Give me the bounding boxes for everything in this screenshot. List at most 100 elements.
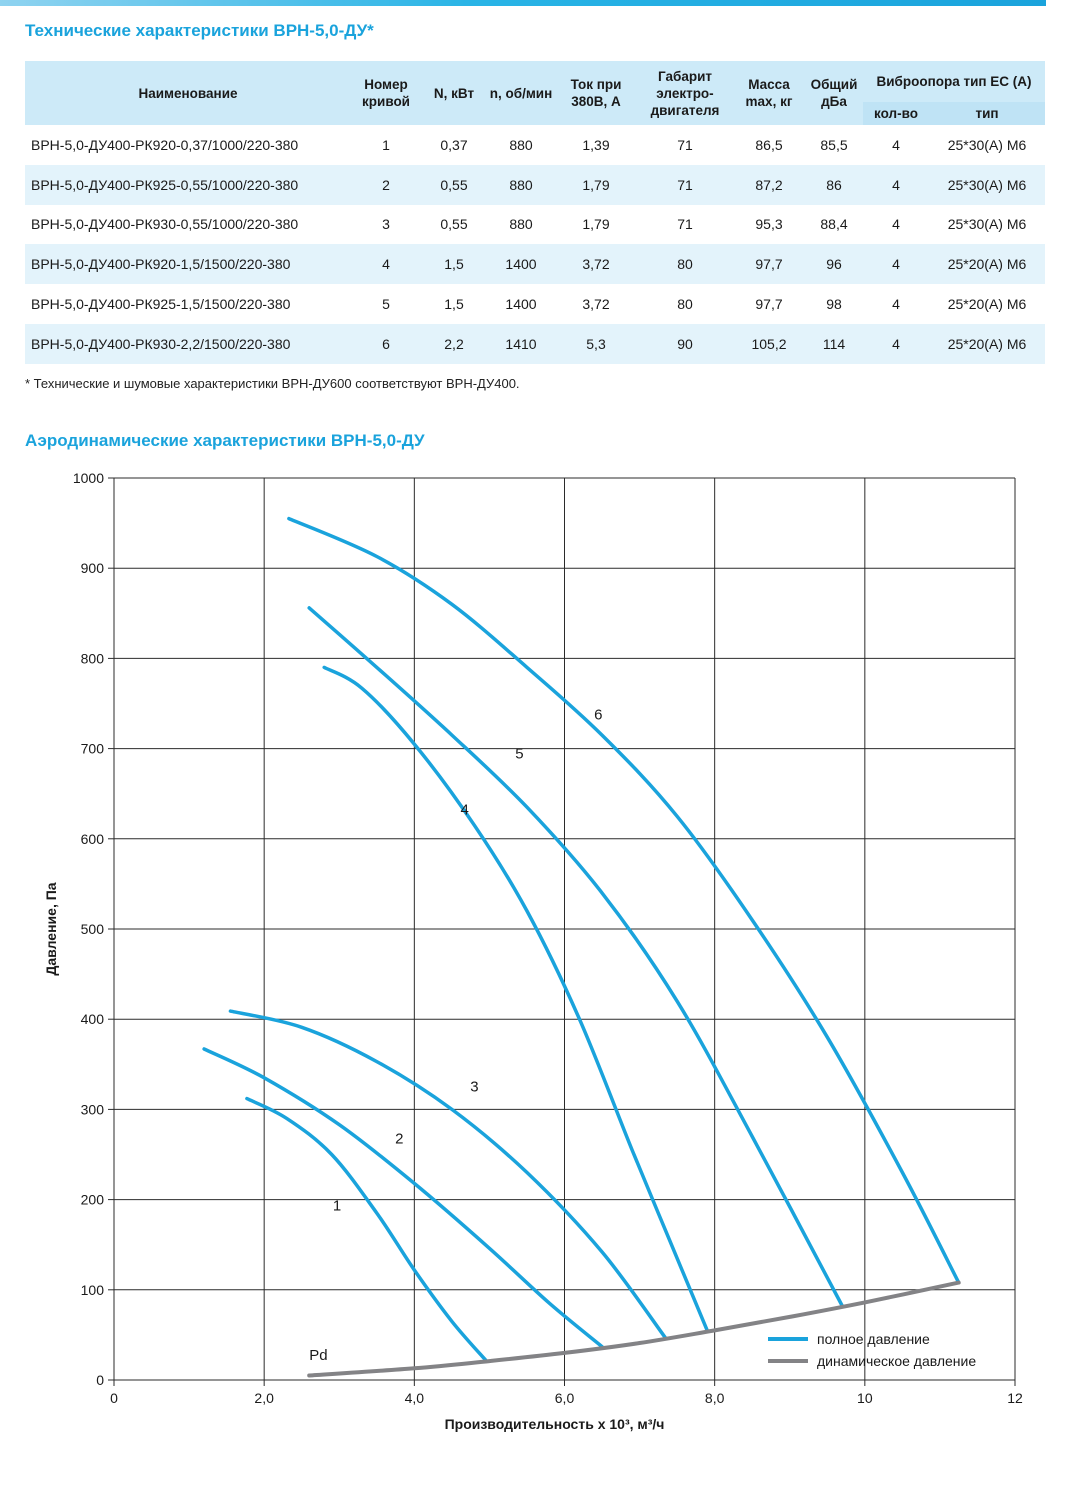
table-row: ВРН-5,0-ДУ400-РК925-0,55/1000/220-380 2 0,… xyxy=(25,164,1045,205)
y-tick-label: 0 xyxy=(96,1372,104,1388)
cell-power: 2,2 xyxy=(421,323,487,364)
y-tick-label: 600 xyxy=(81,831,105,847)
legend-label-dynamic: динамическое давление xyxy=(817,1353,976,1369)
cell-curve: 5 xyxy=(382,296,390,313)
series-label-5: 5 xyxy=(515,746,523,763)
table-row: ВРН-5,0-ДУ400-РК925-1,5/1500/220-380 5 1,5… xyxy=(25,284,1045,324)
x-tick-label: 0 xyxy=(110,1390,118,1406)
legend-label-full: полное давление xyxy=(817,1331,930,1347)
cell-current: 1,79 xyxy=(582,216,610,233)
cell-power: 0,55 xyxy=(440,216,468,233)
cell-name: ВРН-5,0-ДУ400-РК930-2,2/1500/220-380 xyxy=(25,323,351,364)
cell-frame: 80 xyxy=(637,244,733,285)
cell-qty: 4 xyxy=(892,136,900,153)
cell-frame: 90 xyxy=(637,323,733,364)
cell-type: 25*30(А) М6 xyxy=(929,164,1045,205)
cell-frame: 71 xyxy=(637,164,733,205)
cell-qty: 4 xyxy=(863,244,929,285)
table-row: ВРН-5,0-ДУ400-РК930-2,2/1500/220-380 6 2,2… xyxy=(25,323,1045,364)
header-curve: Номер кривой xyxy=(351,61,421,125)
cell-noise: 88,4 xyxy=(820,216,848,233)
series-label-1: 1 xyxy=(333,1197,341,1214)
header-frame: Габарит электро-двигателя xyxy=(637,61,733,125)
specs-table: Наименование Номер кривой N, кВт n, об/м… xyxy=(25,61,1045,364)
y-tick-label: 500 xyxy=(81,921,105,937)
x-tick-label: 10 xyxy=(857,1390,873,1406)
cell-power: 1,5 xyxy=(421,244,487,285)
cell-noise: 85,5 xyxy=(820,136,848,153)
x-tick-label: 12 xyxy=(1007,1390,1023,1406)
y-tick-label: 800 xyxy=(81,650,105,666)
y-tick-label: 700 xyxy=(81,741,105,757)
y-axis-label: Давление, Па xyxy=(43,882,59,975)
top-accent-bar xyxy=(0,0,1046,6)
cell-name: ВРН-5,0-ДУ400-РК920-0,37/1000/220-380 xyxy=(31,136,299,153)
cell-current: 5,3 xyxy=(555,323,637,364)
cell-curve: 3 xyxy=(382,216,390,233)
header-vibro-qty: кол-во xyxy=(863,102,929,125)
cell-noise: 96 xyxy=(805,244,863,285)
cell-curve: 2 xyxy=(351,164,421,205)
cell-type: 25*20(А) М6 xyxy=(929,323,1045,364)
cell-rpm: 1400 xyxy=(505,296,537,313)
cell-rpm: 880 xyxy=(509,216,533,233)
tech-specs-title: Технические характеристики ВРН-5,0-ДУ* xyxy=(25,21,374,40)
x-tick-label: 8,0 xyxy=(705,1390,725,1406)
x-axis-label: Производительность x 10³, м³/ч xyxy=(445,1416,665,1432)
cell-type: 25*20(А) М6 xyxy=(929,244,1045,285)
table-row: ВРН-5,0-ДУ400-РК920-1,5/1500/220-380 4 1,5… xyxy=(25,244,1045,285)
header-vibro: Виброопора тип ЕС (А) xyxy=(863,61,1045,102)
cell-curve: 6 xyxy=(351,323,421,364)
cell-mass: 97,7 xyxy=(755,296,783,313)
x-tick-label: 4,0 xyxy=(405,1390,425,1406)
y-tick-label: 200 xyxy=(81,1192,105,1208)
y-tick-label: 400 xyxy=(81,1011,105,1027)
cell-current: 3,72 xyxy=(582,296,610,313)
header-vibro-type: тип xyxy=(929,102,1045,125)
cell-frame: 80 xyxy=(677,296,693,313)
cell-current: 1,39 xyxy=(582,136,610,153)
cell-type: 25*20(А) М6 xyxy=(947,296,1027,313)
cell-name: ВРН-5,0-ДУ400-РК930-0,55/1000/220-380 xyxy=(31,216,299,233)
cell-qty: 4 xyxy=(892,216,900,233)
cell-rpm: 1400 xyxy=(487,244,555,285)
header-noise: Общий дБа xyxy=(805,61,863,125)
cell-qty: 4 xyxy=(863,164,929,205)
cell-name: ВРН-5,0-ДУ400-РК920-1,5/1500/220-380 xyxy=(25,244,351,285)
series-label-6: 6 xyxy=(594,707,602,724)
header-rpm: n, об/мин xyxy=(487,61,555,125)
cell-rpm: 1410 xyxy=(487,323,555,364)
cell-qty: 4 xyxy=(863,323,929,364)
cell-frame: 71 xyxy=(677,136,693,153)
y-tick-label: 300 xyxy=(81,1101,105,1117)
cell-power: 0,55 xyxy=(421,164,487,205)
series-line-1 xyxy=(245,1096,488,1362)
cell-mass: 105,2 xyxy=(733,323,805,364)
x-tick-label: 6,0 xyxy=(555,1390,575,1406)
series-line-Pd xyxy=(307,1280,961,1378)
series-line-6 xyxy=(287,516,961,1285)
cell-frame: 71 xyxy=(677,216,693,233)
cell-mass: 95,3 xyxy=(755,216,783,233)
y-tick-label: 1000 xyxy=(73,470,104,486)
cell-name: ВРН-5,0-ДУ400-РК925-1,5/1500/220-380 xyxy=(31,296,291,313)
series-label-4: 4 xyxy=(460,801,468,818)
cell-current: 1,79 xyxy=(555,164,637,205)
header-name: Наименование xyxy=(25,61,351,125)
series-label-Pd: Pd xyxy=(309,1347,327,1364)
cell-name: ВРН-5,0-ДУ400-РК925-0,55/1000/220-380 xyxy=(25,164,351,205)
cell-noise: 114 xyxy=(805,323,863,364)
aero-title: Аэродинамические характеристики ВРН-5,0-… xyxy=(25,431,425,450)
cell-noise: 86 xyxy=(805,164,863,205)
series-label-2: 2 xyxy=(395,1131,403,1148)
cell-curve: 1 xyxy=(382,136,390,153)
cell-rpm: 880 xyxy=(487,164,555,205)
x-tick-label: 2,0 xyxy=(254,1390,274,1406)
series-line-2 xyxy=(202,1047,604,1349)
cell-current: 3,72 xyxy=(555,244,637,285)
cell-power: 1,5 xyxy=(444,296,464,313)
series-line-4 xyxy=(322,665,709,1333)
cell-rpm: 880 xyxy=(509,136,533,153)
cell-power: 0,37 xyxy=(440,136,468,153)
header-power: N, кВт xyxy=(421,61,487,125)
